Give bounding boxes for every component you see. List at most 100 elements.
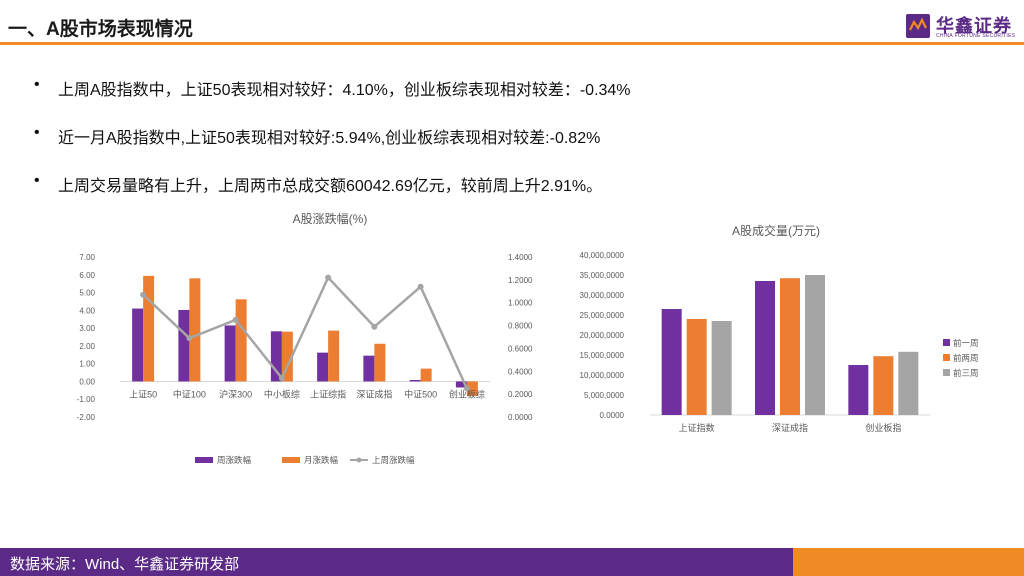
footer-purple-bar: 数据来源：Wind、华鑫证券研发部 (0, 548, 793, 576)
bar-月涨跌幅 (328, 330, 340, 382)
line-point (232, 316, 239, 323)
bar-周涨跌幅 (270, 331, 282, 382)
legend-label: 周涨跌幅 (217, 455, 252, 465)
bar-前一周 (661, 309, 682, 415)
bullet-symbol: • (34, 76, 40, 93)
legend-swatch (943, 369, 950, 376)
y2-tick-label: 1.0000 (508, 299, 533, 308)
bar-前两周 (873, 356, 894, 415)
bullet-text: 近一月A股指数中,上证50表现相对较好:5.94%,创业板综表现相对较差:-0.… (58, 130, 601, 147)
footer: 数据来源：Wind、华鑫证券研发部 (0, 548, 1024, 576)
x-tick-label: 创业板综 (449, 388, 485, 399)
line-point (417, 283, 424, 290)
bar-月涨跌幅 (235, 299, 247, 382)
bullet-item: • 上周A股指数中，上证50表现相对较好：4.10%，创业板综表现相对较差：-0… (34, 76, 994, 100)
legend-label: 前一周 (953, 338, 979, 348)
y-tick-label: 30,000,0000 (580, 291, 625, 300)
bar-月涨跌幅 (466, 381, 478, 397)
line-point (325, 274, 332, 281)
line-point (463, 385, 470, 392)
bar-月涨跌幅 (189, 278, 201, 382)
x-tick-label: 上证综指 (310, 388, 346, 399)
bullet-symbol: • (34, 124, 40, 141)
bar-月涨跌幅 (143, 275, 155, 382)
bar-前一周 (755, 281, 775, 415)
bullet-item: • 近一月A股指数中,上证50表现相对较好:5.94%,创业板综表现相对较差:-… (34, 124, 994, 148)
bullet-list: • 上周A股指数中，上证50表现相对较好：4.10%，创业板综表现相对较差：-0… (34, 76, 994, 220)
bar-周涨跌幅 (317, 352, 329, 382)
chart-returns-svg: A股涨跌幅(%) 7.00 6.00 5.00 4.00 3.00 2.00 1.00 0.00… (77, 211, 533, 465)
y2-tick-label: 0.8000 (508, 322, 533, 331)
bullet-text: 上周交易量略有上升，上周两市总成交额60042.69亿元，较前周上升2.91%。 (58, 178, 603, 195)
bullet-symbol: • (34, 172, 40, 189)
chart-title: A股涨跌幅(%) (293, 211, 368, 226)
x-tick-label: 中证100 (173, 388, 206, 399)
legend-label: 月涨跌幅 (304, 455, 339, 465)
bar-前两周 (780, 278, 800, 415)
page-title: 一、A股市场表现情况 (8, 19, 193, 40)
y-tick-label: 20,000,0000 (580, 331, 625, 340)
line-point (278, 375, 285, 382)
bar-前一周 (848, 365, 869, 415)
y-tick-label: -2.00 (77, 413, 96, 422)
y2-tick-label: 0.0000 (508, 413, 533, 422)
y-tick-label: 35,000,0000 (580, 271, 625, 280)
y-tick-label: 1.00 (79, 360, 95, 369)
line-point (371, 323, 378, 330)
legend-label: 上周涨跌幅 (372, 455, 415, 465)
y2-tick-label: 0.4000 (508, 367, 533, 376)
line-上周涨跌幅 (142, 275, 469, 389)
legend-swatch (282, 457, 300, 463)
bar-月涨跌幅 (374, 343, 386, 382)
x-tick-label: 深证成指 (772, 422, 808, 433)
data-source: 数据来源：Wind、华鑫证券研发部 (10, 556, 240, 573)
y-tick-label: 0.00 (79, 377, 95, 386)
x-tick-label: 创业板指 (865, 422, 901, 433)
logo-icon (906, 14, 930, 38)
logo-subtitle: CHINA FORTUNE SECURITIES (936, 33, 1016, 39)
chart-volume: A股成交量(万元) 40,000,0000 35,000,0000 30,000,00… (560, 215, 1000, 450)
y-tick-label: 2.00 (79, 342, 95, 351)
bullet-item: • 上周交易量略有上升，上周两市总成交额60042.69亿元，较前周上升2.91… (34, 172, 994, 196)
x-tick-label: 上证50 (129, 389, 157, 399)
bar-前两周 (686, 319, 707, 415)
y-tick-label: 15,000,0000 (580, 351, 625, 360)
y-tick-label: 10,000,0000 (580, 371, 625, 380)
chart-title: A股成交量(万元) (732, 223, 820, 238)
x-tick-label: 沪深300 (219, 388, 252, 399)
bar-前三周 (805, 275, 825, 415)
legend-swatch-point (356, 457, 362, 463)
y-tick-label: 40,000,0000 (580, 251, 625, 260)
header-divider (0, 42, 1024, 45)
y2-tick-label: 1.2000 (508, 276, 533, 285)
y-tick-label: 5,000,0000 (584, 391, 625, 400)
bar-月涨跌幅 (281, 331, 293, 382)
line-point (140, 291, 147, 298)
bar-月涨跌幅 (420, 368, 432, 382)
legend-swatch (943, 354, 950, 361)
legend-label: 前两周 (953, 353, 979, 363)
line-point (186, 335, 193, 342)
bar-前三周 (711, 321, 732, 415)
bar-周涨跌幅 (224, 325, 236, 382)
y2-tick-label: 1.4000 (508, 253, 533, 262)
y-tick-label: 5.00 (79, 289, 95, 298)
bar-周涨跌幅 (455, 381, 467, 388)
y-tick-label: 4.00 (79, 306, 95, 315)
y-tick-label: 25,000,0000 (580, 311, 625, 320)
bar-周涨跌幅 (178, 309, 190, 382)
legend-swatch (195, 457, 213, 463)
x-tick-label: 中证500 (404, 388, 437, 399)
x-tick-label: 深证成指 (356, 388, 392, 399)
bar-周涨跌幅 (409, 380, 421, 382)
legend-swatch (943, 339, 950, 346)
legend-label: 前三周 (953, 368, 979, 378)
brand-logo: 华鑫证券 CHINA FORTUNE SECURITIES (906, 12, 1018, 40)
logo-name: 华鑫证券 (936, 16, 1012, 36)
chart-volume-svg: A股成交量(万元) 40,000,0000 35,000,0000 30,000,00… (580, 223, 979, 433)
footer-orange-bar (793, 548, 1024, 576)
y-tick-label: 0.0000 (600, 411, 625, 420)
y-tick-label: 6.00 (79, 271, 95, 280)
bar-周涨跌幅 (363, 355, 375, 382)
chart-returns: A股涨跌幅(%) 7.00 6.00 5.00 4.00 3.00 2.00 1.00 0.00… (60, 205, 570, 480)
